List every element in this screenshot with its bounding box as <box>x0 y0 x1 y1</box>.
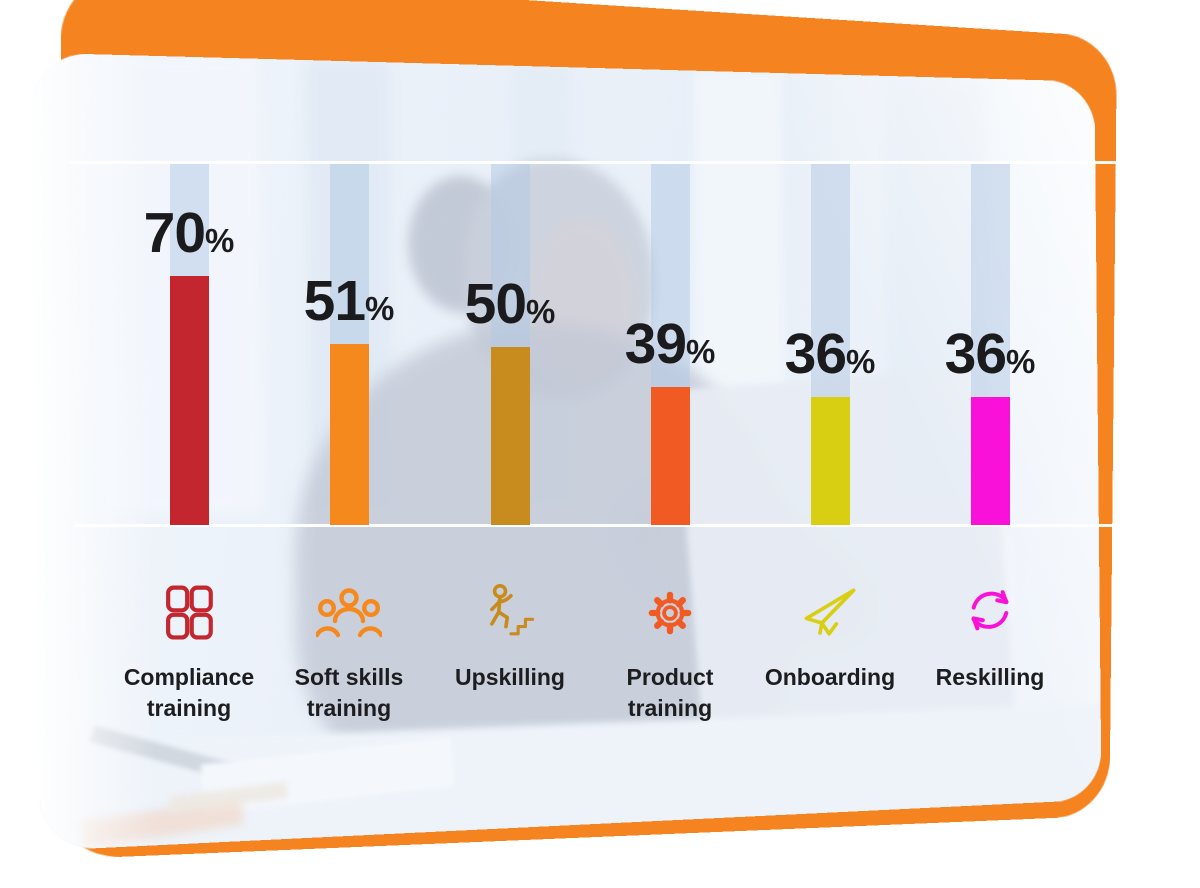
grid-icon <box>156 584 222 642</box>
climb-stairs-icon <box>477 584 543 642</box>
people-group-icon <box>314 584 384 642</box>
category-label: Reskilling <box>935 664 1045 690</box>
value-number: 39 <box>624 312 687 376</box>
gear-icon <box>637 584 703 642</box>
paper-plane-icon <box>797 584 863 642</box>
category-label: Soft skills training <box>294 664 404 722</box>
bar-reskilling <box>970 397 1010 525</box>
bar-value-label: 70% <box>144 205 235 262</box>
bar-value-label: 50% <box>465 276 556 333</box>
bar-compliance-training <box>169 276 209 525</box>
percent-sign: % <box>686 333 716 370</box>
gridline-baseline <box>74 524 1126 527</box>
percent-sign: % <box>1006 343 1036 380</box>
percent-sign: % <box>526 293 556 330</box>
bar-product-training <box>650 387 690 525</box>
bar-upskilling <box>490 347 530 525</box>
bar-value-label: 39% <box>625 316 716 373</box>
bar-value-label: 36% <box>785 326 876 383</box>
value-number: 51 <box>303 269 366 333</box>
cycle-arrows-icon <box>957 584 1023 642</box>
percent-sign: % <box>205 222 235 259</box>
gridline-top <box>70 161 1128 164</box>
percent-sign: % <box>846 343 876 380</box>
category-label: Compliance training <box>123 664 255 722</box>
bar-soft-skills-training <box>329 344 369 525</box>
bar-value-label: 36% <box>945 326 1036 383</box>
category-label: Upskilling <box>455 664 565 690</box>
percent-sign: % <box>365 290 395 327</box>
bar-value-label: 51% <box>304 273 395 330</box>
value-number: 70 <box>143 201 206 265</box>
value-number: 50 <box>464 272 527 336</box>
bar-onboarding <box>810 397 850 525</box>
value-number: 36 <box>944 322 1007 386</box>
value-number: 36 <box>784 322 847 386</box>
category-label: Onboarding <box>764 664 896 690</box>
category-label: Product training <box>626 664 714 722</box>
